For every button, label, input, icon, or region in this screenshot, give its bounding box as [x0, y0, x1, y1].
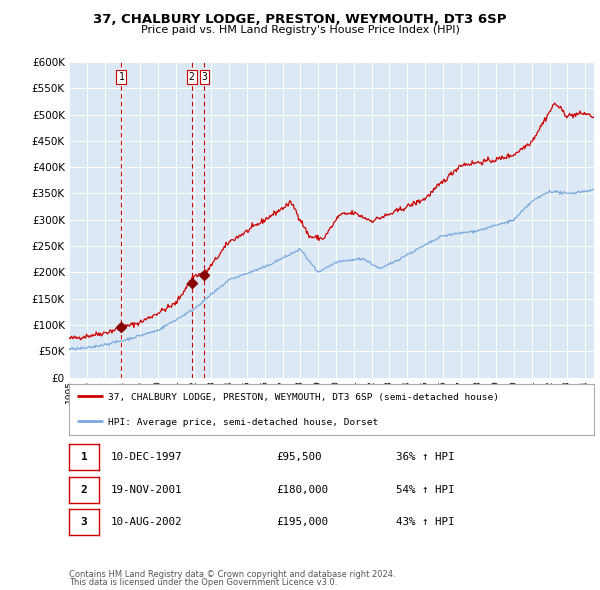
Text: 36% ↑ HPI: 36% ↑ HPI — [396, 453, 455, 462]
Text: 43% ↑ HPI: 43% ↑ HPI — [396, 517, 455, 527]
Text: £195,000: £195,000 — [276, 517, 328, 527]
Text: Price paid vs. HM Land Registry's House Price Index (HPI): Price paid vs. HM Land Registry's House … — [140, 25, 460, 35]
Text: This data is licensed under the Open Government Licence v3.0.: This data is licensed under the Open Gov… — [69, 578, 337, 587]
Text: 1: 1 — [118, 71, 124, 81]
Text: 37, CHALBURY LODGE, PRESTON, WEYMOUTH, DT3 6SP (semi-detached house): 37, CHALBURY LODGE, PRESTON, WEYMOUTH, D… — [109, 393, 499, 402]
Text: HPI: Average price, semi-detached house, Dorset: HPI: Average price, semi-detached house,… — [109, 418, 379, 428]
Text: 10-AUG-2002: 10-AUG-2002 — [111, 517, 182, 527]
Text: 54% ↑ HPI: 54% ↑ HPI — [396, 485, 455, 494]
Text: £180,000: £180,000 — [276, 485, 328, 494]
Text: 1: 1 — [80, 453, 88, 462]
Text: 10-DEC-1997: 10-DEC-1997 — [111, 453, 182, 462]
Text: £95,500: £95,500 — [276, 453, 322, 462]
Text: 3: 3 — [202, 71, 208, 81]
Text: 2: 2 — [188, 71, 194, 81]
Text: 19-NOV-2001: 19-NOV-2001 — [111, 485, 182, 494]
Text: 37, CHALBURY LODGE, PRESTON, WEYMOUTH, DT3 6SP: 37, CHALBURY LODGE, PRESTON, WEYMOUTH, D… — [93, 13, 507, 26]
Text: 3: 3 — [80, 517, 88, 527]
Text: 2: 2 — [80, 485, 88, 494]
Text: Contains HM Land Registry data © Crown copyright and database right 2024.: Contains HM Land Registry data © Crown c… — [69, 571, 395, 579]
